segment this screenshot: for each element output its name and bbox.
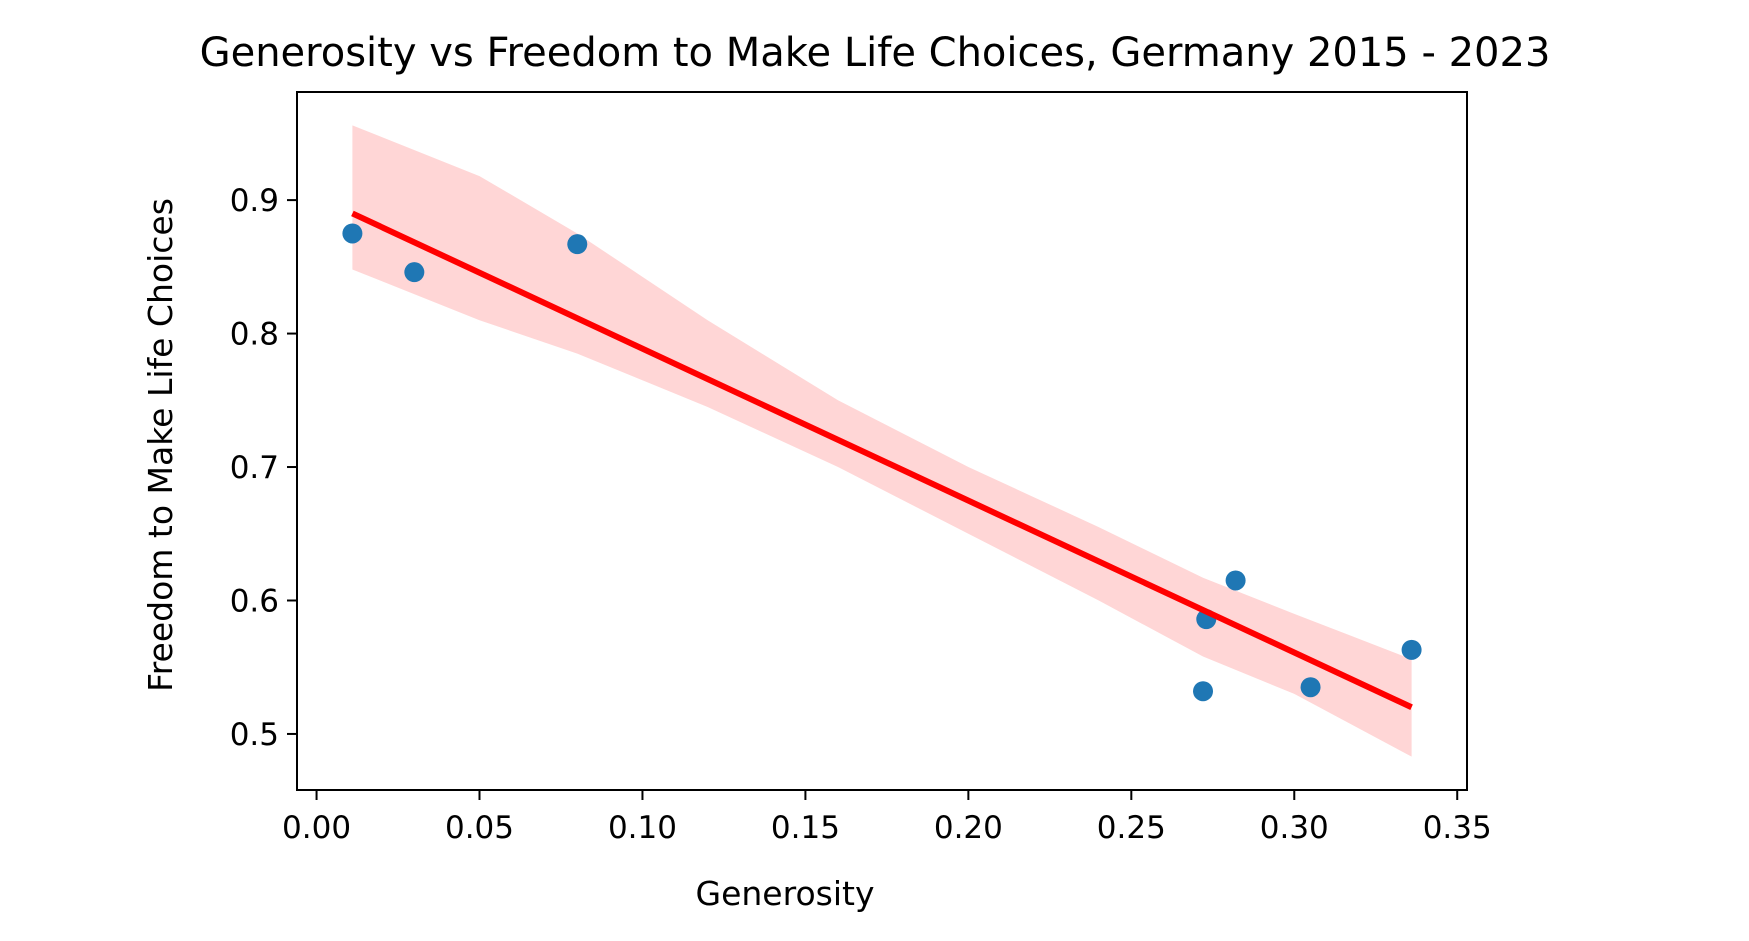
y-tick-label-3: 0.7 — [230, 450, 279, 486]
data-point-3 — [567, 234, 588, 255]
plot-area — [296, 91, 1468, 791]
regression-line — [351, 210, 1413, 710]
points-layer — [342, 223, 1422, 702]
data-point-2 — [404, 262, 425, 283]
y-tick-label-4: 0.8 — [230, 317, 279, 353]
x-tick-label-6: 0.25 — [1097, 810, 1166, 846]
y-axis-label: Freedom to Make Life Choices — [141, 198, 180, 692]
x-tick-label-1: 0.00 — [282, 810, 351, 846]
y-tick-label-5: 0.9 — [230, 183, 279, 219]
x-tick-label-7: 0.30 — [1260, 810, 1329, 846]
y-axis: 0.5 0.6 0.7 0.8 0.9 — [230, 183, 297, 753]
chart-title: Generosity vs Freedom to Make Life Choic… — [200, 30, 1551, 76]
confidence-band — [352, 125, 1412, 757]
data-point-1 — [342, 223, 363, 244]
axes-frame — [296, 91, 1468, 791]
x-tick-label-3: 0.10 — [608, 810, 677, 846]
y-tick-label-2: 0.6 — [230, 583, 279, 619]
data-point-4 — [1193, 681, 1214, 702]
x-axis-label: Generosity — [696, 874, 875, 913]
y-tick-label-1: 0.5 — [230, 717, 279, 753]
x-axis: 0.00 0.05 0.10 0.15 0.20 0.25 0.30 0.35 — [282, 790, 1492, 846]
x-tick-label-5: 0.20 — [934, 810, 1003, 846]
x-tick-label-4: 0.15 — [771, 810, 840, 846]
data-point-7 — [1300, 677, 1321, 698]
x-tick-label-2: 0.05 — [445, 810, 514, 846]
data-point-6 — [1225, 570, 1246, 591]
x-tick-label-8: 0.35 — [1423, 810, 1492, 846]
data-point-8 — [1401, 639, 1422, 660]
